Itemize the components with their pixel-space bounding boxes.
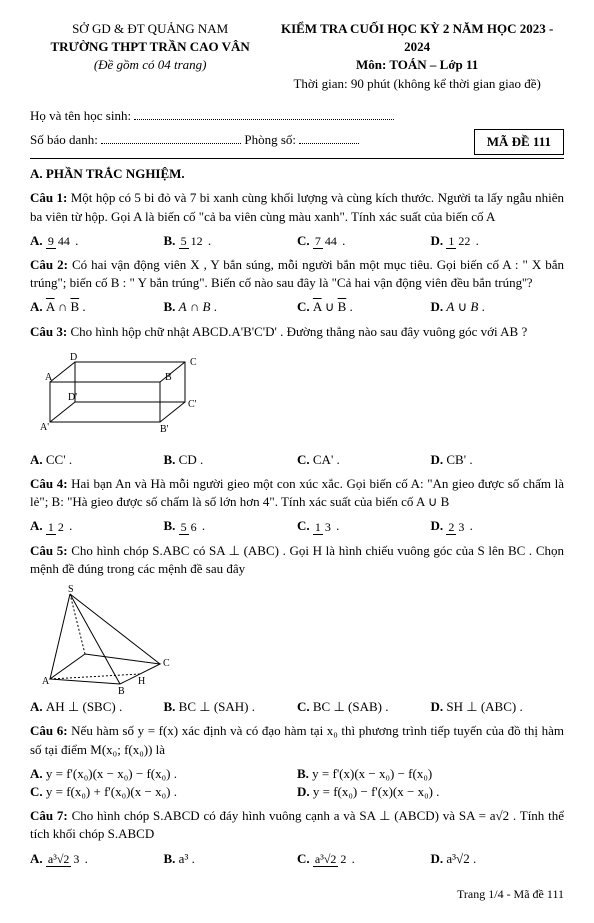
svg-text:B: B [165,372,172,383]
q1-opt-d: D. 122 . [431,232,565,250]
q1-opt-a: A. 944 . [30,232,164,250]
exam-code: MÃ ĐỀ 111 [474,129,564,155]
q6-label: Câu 6: [30,723,68,738]
id-field [101,133,241,144]
svg-text:H: H [138,676,145,687]
q2-opt-d: D. A ∪ B . [431,298,565,316]
q7-label: Câu 7: [30,808,68,823]
divider [30,158,564,159]
q6-opt-a: A. y = f'(x₀)(x − x₀) − f(x₀) . [30,765,297,783]
svg-text:A': A' [40,422,49,433]
svg-text:D': D' [68,392,77,403]
school-name: TRƯỜNG THPT TRẦN CAO VÂN [30,38,270,56]
svg-text:C': C' [188,399,197,410]
q7-text: Cho hình chóp S.ABCD có đáy hình vuông c… [30,808,564,841]
section-a-title: A. PHẦN TRẮC NGHIỆM. [30,165,564,183]
q6-opt-d: D. y = f(x₀) − f'(x)(x − x₀) . [297,783,564,801]
q7-opt-c: C. a³√22 . [297,850,431,868]
name-label: Họ và tên học sinh: [30,108,131,123]
q3-label: Câu 3: [30,324,67,339]
q3-opt-c: C. CA' . [297,451,431,469]
q4-opt-c: C. 13 . [297,517,431,535]
q4-opt-d: D. 23 . [431,517,565,535]
q5-label: Câu 5: [30,543,68,558]
q4-text: Hai bạn An và Hà mỗi người gieo một con … [30,476,564,509]
box-figure: A B C D A' B' C' D' [30,347,210,447]
id-label: Số báo danh: [30,132,98,147]
svg-text:S: S [68,584,74,595]
q1-text: Một hộp có 5 bi đỏ và 7 bi xanh cùng khố… [30,190,564,223]
svg-text:B: B [118,686,125,694]
name-field [134,109,394,120]
subject-label: Môn: TOÁN – Lớp 11 [270,56,564,74]
exam-title: KIỂM TRA CUỐI HỌC KỲ 2 NĂM HỌC 2023 - 20… [270,20,564,56]
q2-opt-a: A. A ∩ B . [30,298,164,316]
svg-text:C: C [190,357,197,368]
q1-opt-b: B. 512 . [164,232,298,250]
q3-opt-d: D. CB' . [431,451,565,469]
q2-label: Câu 2: [30,257,68,272]
q4-opt-b: B. 56 . [164,517,298,535]
q5-opt-b: B. BC ⊥ (SAH) . [164,698,298,716]
q3-opt-b: B. CD . [164,451,298,469]
q2-opt-b: B. A ∩ B . [164,298,298,316]
q6-opt-b: B. y = f'(x)(x − x₀) − f(x₀) [297,765,564,783]
q2-text: Có hai vận động viên X , Y bắn súng, mỗi… [30,257,564,290]
q5-opt-d: D. SH ⊥ (ABC) . [431,698,565,716]
room-field [299,133,359,144]
q4-opt-a: A. 12 . [30,517,164,535]
q1-opt-c: C. 744 . [297,232,431,250]
svg-text:C: C [163,658,170,669]
pages-note: (Đề gồm có 04 trang) [30,56,270,74]
q3-opt-a: A. CC' . [30,451,164,469]
q7-opt-b: B. a³ . [164,850,298,868]
q3-text: Cho hình hộp chữ nhật ABCD.A'B'C'D' . Đư… [70,324,527,339]
q7-opt-d: D. a³√2 . [431,850,565,868]
q4-label: Câu 4: [30,476,68,491]
room-label: Phòng số: [244,132,296,147]
q6-text: Nếu hàm số y = f(x) xác định và có đạo h… [30,723,564,756]
q5-opt-c: C. BC ⊥ (SAB) . [297,698,431,716]
time-label: Thời gian: 90 phút (không kể thời gian g… [270,75,564,93]
q7-opt-a: A. a³√23 . [30,850,164,868]
q2-opt-c: C. A ∪ B . [297,298,431,316]
page-footer: Trang 1/4 - Mã đề 111 [30,886,564,903]
q6-opt-c: C. y = f(x₀) + f'(x₀)(x − x₀) . [30,783,297,801]
q5-text: Cho hình chóp S.ABC có SA ⊥ (ABC) . Gọi … [30,543,564,576]
svg-text:A: A [45,372,53,383]
svg-text:D: D [70,352,77,363]
q5-opt-a: A. AH ⊥ (SBC) . [30,698,164,716]
svg-text:A: A [42,676,50,687]
dept-label: SỞ GD & ĐT QUẢNG NAM [30,20,270,38]
svg-text:B': B' [160,424,169,435]
q1-label: Câu 1: [30,190,67,205]
pyramid-figure: S A B C H [30,584,180,694]
